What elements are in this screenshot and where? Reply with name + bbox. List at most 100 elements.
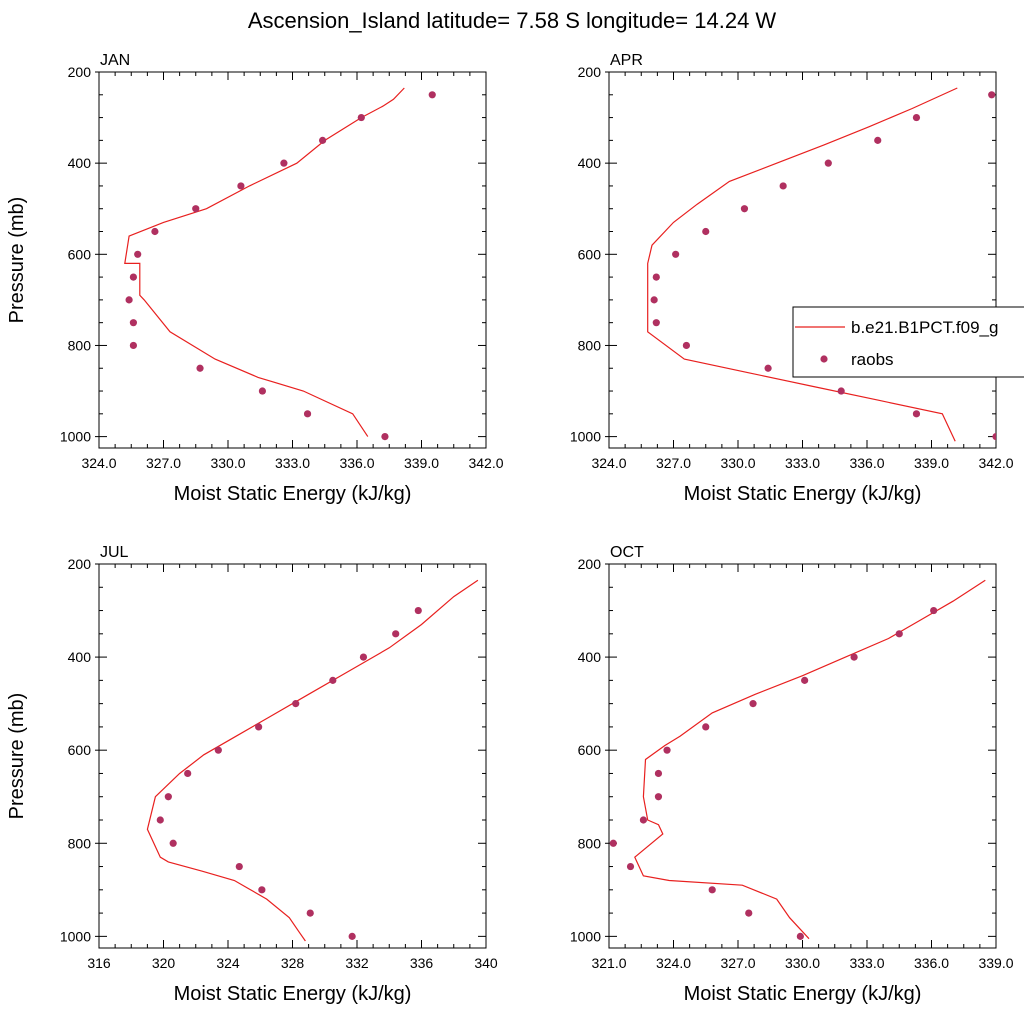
plot-data (146, 579, 479, 942)
panels: JAN 324.0 327.0 330.0 333.0 336.0 339.0 342.0 20… (6, 52, 1024, 1005)
obs-point (874, 136, 882, 144)
x-tick-label: 336.0 (914, 955, 949, 971)
obs-point (702, 723, 710, 731)
model-line (634, 579, 986, 940)
legend-label: b.e21.B1PCT.f09_g (851, 318, 998, 337)
x-tick-label: 327.0 (656, 455, 691, 471)
y-tick-label: 800 (578, 835, 602, 851)
y-tick-label: 400 (68, 155, 92, 171)
model-line (146, 579, 479, 942)
y-tick-label: 200 (68, 64, 92, 80)
obs-point (652, 273, 660, 281)
legend-box (792, 306, 1024, 378)
obs-point (129, 319, 137, 327)
x-tick-label: 342.0 (978, 455, 1013, 471)
obs-point (779, 182, 787, 190)
x-tick-label: 333.0 (275, 455, 310, 471)
x-tick-label: 330.0 (720, 455, 755, 471)
y-tick-label: 1000 (60, 429, 91, 445)
x-tick-label: 342.0 (468, 455, 503, 471)
obs-point (319, 136, 327, 144)
obs-point (235, 862, 243, 871)
obs-point (702, 227, 710, 236)
plot-data (609, 579, 986, 940)
panel-apr: APR 324.0 327.0 330.0 333.0 336.0 339.0 342.0 20… (570, 52, 1024, 505)
obs-point (151, 227, 159, 236)
obs-point (682, 341, 691, 350)
obs-point (169, 839, 177, 847)
x-tick-label: 339.0 (914, 455, 949, 471)
x-tick-label: 324.0 (656, 955, 691, 971)
x-tick-label: 336 (410, 955, 434, 971)
obs-point (639, 816, 648, 824)
obs-point (192, 205, 200, 213)
obs-point (164, 793, 172, 801)
obs-point (258, 886, 266, 894)
y-tick-label: 400 (578, 155, 602, 171)
panel-label: APR (610, 52, 643, 69)
obs-point (740, 205, 749, 213)
plot-frame (608, 71, 997, 449)
obs-point (134, 250, 142, 258)
obs-point (428, 91, 436, 99)
obs-point (626, 862, 635, 871)
y-tick-label: 200 (578, 64, 602, 80)
obs-point (663, 746, 671, 754)
y-tick-label: 400 (68, 649, 92, 665)
y-axis-label: Pressure (mb) (6, 197, 28, 324)
obs-point (912, 410, 921, 418)
obs-point (652, 319, 660, 327)
x-tick-label: 327.0 (720, 955, 755, 971)
panel-label: JUL (100, 544, 129, 561)
obs-point (850, 653, 858, 661)
x-tick-label: 324 (216, 955, 240, 971)
obs-point (129, 273, 137, 281)
obs-point (796, 932, 804, 940)
y-tick-label: 600 (578, 246, 602, 262)
x-tick-label: 320 (152, 955, 176, 971)
obs-point (654, 769, 663, 778)
x-tick-label: 330.0 (785, 955, 820, 971)
x-axis-label: Moist Static Energy (kJ/kg) (684, 483, 922, 505)
x-tick-label: 336.0 (849, 455, 884, 471)
obs-point (654, 793, 663, 801)
obs-point (303, 410, 312, 418)
x-tick-label: 339.0 (404, 455, 439, 471)
obs-point (824, 159, 832, 167)
panel-jul: JUL 316 320 324 328 332 336 340 200 400 600 800 1000… (6, 544, 498, 1005)
x-tick-label: 316 (87, 955, 111, 971)
obs-point (196, 364, 204, 372)
legend-marker-swatch (820, 355, 828, 363)
x-axis-label: Moist Static Energy (kJ/kg) (684, 983, 922, 1005)
x-tick-label: 332 (345, 955, 369, 971)
obs-point (292, 700, 300, 708)
y-axis-label: Pressure (mb) (6, 693, 28, 820)
y-tick-label: 400 (578, 649, 602, 665)
y-tick-label: 600 (68, 742, 92, 758)
panel-oct: OCT 321.0 324.0 327.0 330.0 333.0 336.0 339.0 20… (570, 544, 1014, 1005)
obs-point (988, 91, 996, 99)
obs-point (359, 653, 368, 661)
plot-frame (98, 71, 487, 449)
obs-point (125, 296, 133, 304)
y-tick-label: 200 (578, 556, 602, 572)
obs-point (609, 839, 617, 847)
obs-point (306, 909, 314, 917)
obs-point (329, 676, 337, 684)
obs-point (255, 723, 263, 731)
plot-frame (608, 563, 997, 949)
y-tick-label: 600 (68, 246, 92, 262)
obs-point (258, 387, 266, 395)
x-tick-label: 340 (474, 955, 498, 971)
obs-point (184, 769, 192, 778)
y-tick-label: 800 (68, 835, 92, 851)
obs-point (992, 433, 996, 441)
obs-point (837, 387, 845, 395)
x-tick-label: 321.0 (591, 955, 626, 971)
obs-point (129, 341, 137, 350)
y-tick-label: 1000 (570, 928, 601, 944)
obs-point (912, 113, 921, 122)
obs-point (764, 364, 772, 372)
